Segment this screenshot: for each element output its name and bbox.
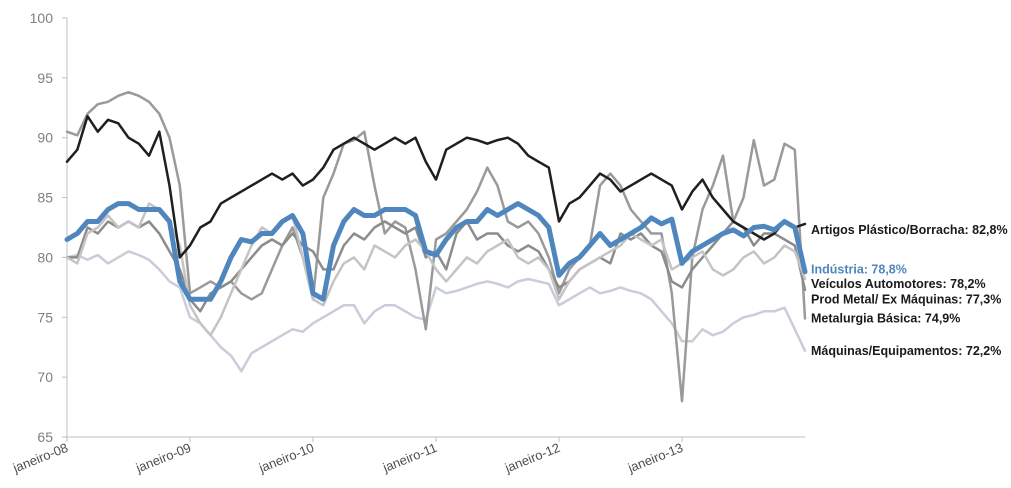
series-label-veiculos: Veículos Automotores: 78,2% [811,277,986,291]
x-tick-label: janeiro-09 [133,440,193,476]
x-tick-label: janeiro-11 [380,440,439,476]
series-label-metalurgia: Metalurgia Básica: 74,9% [811,311,960,325]
y-tick-label: 90 [37,130,53,146]
y-tick-label: 75 [37,309,53,325]
y-tick-label: 70 [37,369,53,385]
series-label-industria: Indústria: 78,8% [811,262,907,276]
series-label-prodmetal: Prod Metal/ Ex Máquinas: 77,3% [811,292,1001,306]
x-tick-label: janeiro-08 [10,440,70,476]
y-tick-label: 85 [37,190,53,206]
y-tick-label: 80 [37,249,53,265]
series-line-maquinas [65,250,807,373]
y-tick-label: 65 [37,429,53,445]
y-tick-label: 95 [37,70,53,86]
y-tick-label: 100 [30,10,54,26]
series-line-artigos [65,114,807,259]
x-axis: janeiro-08 janeiro-09 janeiro-10 janeiro-11… [10,436,805,476]
x-tick-label: janeiro-13 [625,440,685,476]
series-labels: Artigos Plástico/Borracha: 82,8% Indústri… [811,223,1008,358]
series-label-artigos: Artigos Plástico/Borracha: 82,8% [811,223,1008,237]
x-tick-label: janeiro-10 [256,440,316,476]
series-lines [64,90,808,403]
x-tick-label: janeiro-12 [502,440,562,476]
y-axis: 100 95 90 85 80 75 70 65 [30,10,68,445]
series-label-maquinas: Máquinas/Equipamentos: 72,2% [811,344,1001,358]
series-line-industria [64,201,808,302]
series-line-metalurgia [65,90,807,403]
